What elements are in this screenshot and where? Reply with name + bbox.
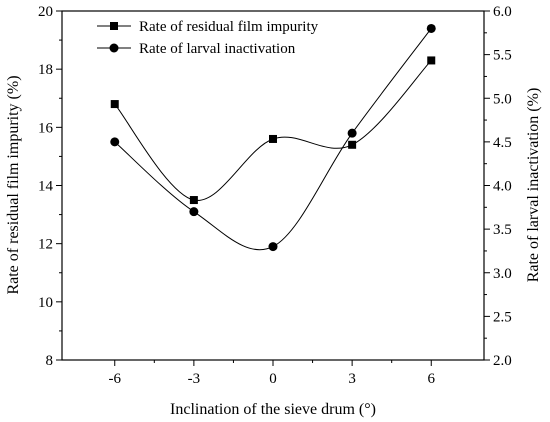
y-left-tick-label: 14 bbox=[38, 179, 54, 195]
series-layer bbox=[110, 23, 436, 252]
x-tick-label: -3 bbox=[188, 371, 201, 387]
legend-label-impurity: Rate of residual film impurity bbox=[139, 19, 319, 35]
y-left-tick-label: 10 bbox=[38, 295, 53, 311]
y-left-tick-label: 18 bbox=[38, 62, 53, 78]
legend-circle-marker bbox=[109, 43, 119, 53]
y-right-tick-label: 4.0 bbox=[493, 179, 512, 195]
y-axis-left: 8 10 12 14 16 18 20 bbox=[38, 4, 62, 369]
series-impurity bbox=[110, 56, 436, 205]
y-axis-right-title: Rate of larval inactivation (%) bbox=[525, 88, 542, 283]
legend-item-larval: Rate of larval inactivation bbox=[97, 41, 296, 57]
y-right-tick-label: 3.5 bbox=[493, 222, 512, 238]
y-left-tick-label: 12 bbox=[38, 237, 53, 253]
y-right-tick-label: 3.0 bbox=[493, 266, 512, 282]
data-point-circle bbox=[268, 242, 278, 252]
data-point-square bbox=[348, 140, 357, 149]
y-right-tick-label: 2.0 bbox=[493, 353, 512, 369]
y-left-tick-label: 20 bbox=[38, 4, 53, 20]
x-axis-title: Inclination of the sieve drum (°) bbox=[170, 401, 376, 418]
data-point-circle bbox=[189, 207, 199, 217]
legend-label-larval: Rate of larval inactivation bbox=[139, 41, 296, 57]
plot-frame bbox=[61, 10, 485, 361]
y-axis-left-title: Rate of residual film impurity (%) bbox=[5, 75, 22, 294]
series-larval bbox=[110, 23, 436, 252]
y-right-tick-label: 5.5 bbox=[493, 48, 512, 64]
x-axis: -6 -3 0 3 6 bbox=[109, 360, 436, 387]
legend-item-impurity: Rate of residual film impurity bbox=[97, 19, 319, 35]
x-tick-label: 3 bbox=[348, 371, 356, 387]
x-tick-label: -6 bbox=[109, 371, 122, 387]
y-right-tick-label: 2.5 bbox=[493, 309, 512, 325]
data-point-circle bbox=[426, 23, 436, 33]
data-point-square bbox=[110, 100, 119, 109]
data-point-square bbox=[189, 196, 198, 205]
y-right-tick-label: 6.0 bbox=[493, 4, 512, 20]
y-right-tick-label: 5.0 bbox=[493, 91, 512, 107]
series-line bbox=[114, 60, 432, 201]
legend-square-marker bbox=[110, 22, 118, 30]
data-point-square bbox=[427, 56, 436, 65]
legend: Rate of residual film impurity Rate of l… bbox=[97, 19, 319, 57]
y-axis-right: 2.0 2.5 3.0 3.5 4.0 4.5 5.0 5.5 6.0 bbox=[484, 4, 512, 369]
data-point-square bbox=[269, 134, 277, 143]
data-point-circle bbox=[347, 128, 357, 138]
x-tick-label: 0 bbox=[269, 371, 277, 387]
y-left-tick-label: 16 bbox=[38, 120, 54, 136]
y-right-tick-label: 4.5 bbox=[493, 135, 512, 151]
y-left-tick-label: 8 bbox=[46, 353, 54, 369]
x-tick-label: 6 bbox=[428, 371, 436, 387]
data-point-circle bbox=[110, 137, 120, 147]
